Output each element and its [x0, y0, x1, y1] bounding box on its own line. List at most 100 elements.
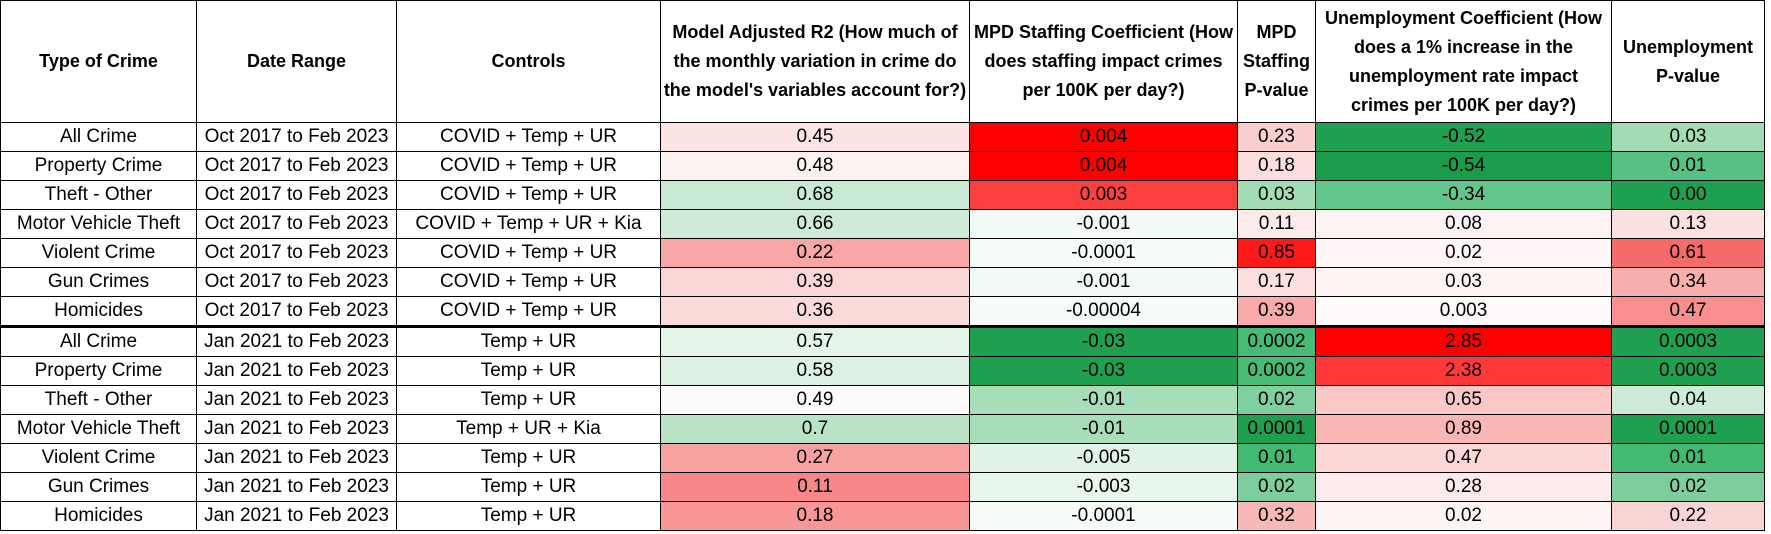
cell-controls[interactable]: COVID + Temp + UR [396, 180, 661, 210]
cell-controls[interactable]: Temp + UR [396, 443, 661, 473]
cell-controls[interactable]: COVID + Temp + UR [396, 267, 661, 297]
cell-date-range[interactable]: Jan 2021 to Feb 2023 [196, 356, 397, 386]
header-controls[interactable]: Controls [396, 0, 661, 123]
cell-model-adjusted-r2[interactable]: 0.11 [660, 472, 970, 502]
cell-date-range[interactable]: Jan 2021 to Feb 2023 [196, 325, 397, 357]
cell-unemployment-p-value[interactable]: 0.03 [1611, 122, 1765, 152]
cell-mpd-staffing-p-value[interactable]: 0.01 [1237, 443, 1316, 473]
cell-unemployment-coefficient[interactable]: 0.03 [1315, 267, 1612, 297]
cell-mpd-staffing-coefficient[interactable]: 0.003 [969, 180, 1238, 210]
cell-model-adjusted-r2[interactable]: 0.39 [660, 267, 970, 297]
cell-model-adjusted-r2[interactable]: 0.22 [660, 238, 970, 268]
cell-controls[interactable]: COVID + Temp + UR + Kia [396, 209, 661, 239]
cell-date-range[interactable]: Oct 2017 to Feb 2023 [196, 180, 397, 210]
header-model-adjusted-r2[interactable]: Model Adjusted R2 (How much of the month… [660, 0, 970, 123]
cell-unemployment-p-value[interactable]: 0.01 [1611, 151, 1765, 181]
cell-unemployment-coefficient[interactable]: -0.54 [1315, 151, 1612, 181]
cell-unemployment-p-value[interactable]: 0.0003 [1611, 325, 1765, 357]
cell-controls[interactable]: COVID + Temp + UR [396, 296, 661, 327]
cell-mpd-staffing-p-value[interactable]: 0.0001 [1237, 414, 1316, 444]
cell-type-of-crime[interactable]: Theft - Other [0, 180, 197, 210]
cell-type-of-crime[interactable]: Motor Vehicle Theft [0, 209, 197, 239]
cell-mpd-staffing-p-value[interactable]: 0.03 [1237, 180, 1316, 210]
cell-mpd-staffing-p-value[interactable]: 0.0002 [1237, 356, 1316, 386]
cell-unemployment-p-value[interactable]: 0.04 [1611, 385, 1765, 415]
cell-unemployment-p-value[interactable]: 0.0001 [1611, 414, 1765, 444]
cell-unemployment-coefficient[interactable]: 2.85 [1315, 325, 1612, 357]
cell-unemployment-p-value[interactable]: 0.00 [1611, 180, 1765, 210]
header-mpd-staffing-p-value[interactable]: MPD Staffing P-value [1237, 0, 1316, 123]
cell-mpd-staffing-p-value[interactable]: 0.39 [1237, 296, 1316, 327]
cell-mpd-staffing-p-value[interactable]: 0.0002 [1237, 325, 1316, 357]
cell-mpd-staffing-coefficient[interactable]: -0.03 [969, 356, 1238, 386]
cell-unemployment-p-value[interactable]: 0.34 [1611, 267, 1765, 297]
cell-controls[interactable]: COVID + Temp + UR [396, 238, 661, 268]
cell-unemployment-coefficient[interactable]: 0.02 [1315, 238, 1612, 268]
cell-unemployment-coefficient[interactable]: 0.89 [1315, 414, 1612, 444]
cell-unemployment-coefficient[interactable]: 0.02 [1315, 501, 1612, 531]
cell-date-range[interactable]: Jan 2021 to Feb 2023 [196, 472, 397, 502]
cell-mpd-staffing-coefficient[interactable]: -0.005 [969, 443, 1238, 473]
cell-model-adjusted-r2[interactable]: 0.18 [660, 501, 970, 531]
cell-unemployment-p-value[interactable]: 0.0003 [1611, 356, 1765, 386]
cell-controls[interactable]: Temp + UR [396, 385, 661, 415]
cell-controls[interactable]: COVID + Temp + UR [396, 151, 661, 181]
cell-model-adjusted-r2[interactable]: 0.49 [660, 385, 970, 415]
cell-date-range[interactable]: Jan 2021 to Feb 2023 [196, 385, 397, 415]
cell-controls[interactable]: Temp + UR [396, 325, 661, 357]
cell-date-range[interactable]: Oct 2017 to Feb 2023 [196, 296, 397, 327]
cell-model-adjusted-r2[interactable]: 0.57 [660, 325, 970, 357]
cell-unemployment-coefficient[interactable]: -0.52 [1315, 122, 1612, 152]
cell-type-of-crime[interactable]: Theft - Other [0, 385, 197, 415]
cell-type-of-crime[interactable]: All Crime [0, 122, 197, 152]
cell-type-of-crime[interactable]: All Crime [0, 325, 197, 357]
cell-mpd-staffing-coefficient[interactable]: 0.004 [969, 122, 1238, 152]
cell-unemployment-coefficient[interactable]: 0.28 [1315, 472, 1612, 502]
cell-date-range[interactable]: Jan 2021 to Feb 2023 [196, 414, 397, 444]
cell-mpd-staffing-coefficient[interactable]: -0.0001 [969, 238, 1238, 268]
cell-unemployment-coefficient[interactable]: 2.38 [1315, 356, 1612, 386]
cell-model-adjusted-r2[interactable]: 0.27 [660, 443, 970, 473]
cell-mpd-staffing-p-value[interactable]: 0.11 [1237, 209, 1316, 239]
cell-type-of-crime[interactable]: Gun Crimes [0, 472, 197, 502]
cell-unemployment-p-value[interactable]: 0.47 [1611, 296, 1765, 327]
cell-unemployment-coefficient[interactable]: 0.003 [1315, 296, 1612, 327]
cell-type-of-crime[interactable]: Violent Crime [0, 443, 197, 473]
header-unemployment-coefficient[interactable]: Unemployment Coefficient (How does a 1% … [1315, 0, 1612, 123]
cell-controls[interactable]: Temp + UR [396, 501, 661, 531]
cell-type-of-crime[interactable]: Gun Crimes [0, 267, 197, 297]
cell-model-adjusted-r2[interactable]: 0.58 [660, 356, 970, 386]
cell-type-of-crime[interactable]: Property Crime [0, 151, 197, 181]
cell-mpd-staffing-p-value[interactable]: 0.85 [1237, 238, 1316, 268]
cell-mpd-staffing-coefficient[interactable]: -0.003 [969, 472, 1238, 502]
header-type-of-crime[interactable]: Type of Crime [0, 0, 197, 123]
cell-controls[interactable]: Temp + UR [396, 472, 661, 502]
cell-unemployment-coefficient[interactable]: 0.08 [1315, 209, 1612, 239]
header-unemployment-p-value[interactable]: Unemployment P-value [1611, 0, 1765, 123]
cell-controls[interactable]: COVID + Temp + UR [396, 122, 661, 152]
cell-date-range[interactable]: Oct 2017 to Feb 2023 [196, 209, 397, 239]
cell-model-adjusted-r2[interactable]: 0.66 [660, 209, 970, 239]
cell-mpd-staffing-coefficient[interactable]: -0.001 [969, 267, 1238, 297]
cell-mpd-staffing-p-value[interactable]: 0.23 [1237, 122, 1316, 152]
header-date-range[interactable]: Date Range [196, 0, 397, 123]
cell-mpd-staffing-p-value[interactable]: 0.17 [1237, 267, 1316, 297]
cell-unemployment-p-value[interactable]: 0.13 [1611, 209, 1765, 239]
cell-type-of-crime[interactable]: Homicides [0, 296, 197, 327]
cell-model-adjusted-r2[interactable]: 0.68 [660, 180, 970, 210]
cell-model-adjusted-r2[interactable]: 0.7 [660, 414, 970, 444]
cell-mpd-staffing-coefficient[interactable]: -0.01 [969, 414, 1238, 444]
cell-controls[interactable]: Temp + UR + Kia [396, 414, 661, 444]
cell-date-range[interactable]: Jan 2021 to Feb 2023 [196, 501, 397, 531]
cell-model-adjusted-r2[interactable]: 0.48 [660, 151, 970, 181]
cell-mpd-staffing-coefficient[interactable]: -0.00004 [969, 296, 1238, 327]
cell-mpd-staffing-coefficient[interactable]: -0.0001 [969, 501, 1238, 531]
cell-mpd-staffing-coefficient[interactable]: -0.01 [969, 385, 1238, 415]
cell-mpd-staffing-coefficient[interactable]: -0.001 [969, 209, 1238, 239]
cell-type-of-crime[interactable]: Homicides [0, 501, 197, 531]
cell-unemployment-p-value[interactable]: 0.22 [1611, 501, 1765, 531]
cell-date-range[interactable]: Oct 2017 to Feb 2023 [196, 238, 397, 268]
cell-unemployment-coefficient[interactable]: -0.34 [1315, 180, 1612, 210]
cell-mpd-staffing-p-value[interactable]: 0.32 [1237, 501, 1316, 531]
cell-unemployment-p-value[interactable]: 0.02 [1611, 472, 1765, 502]
